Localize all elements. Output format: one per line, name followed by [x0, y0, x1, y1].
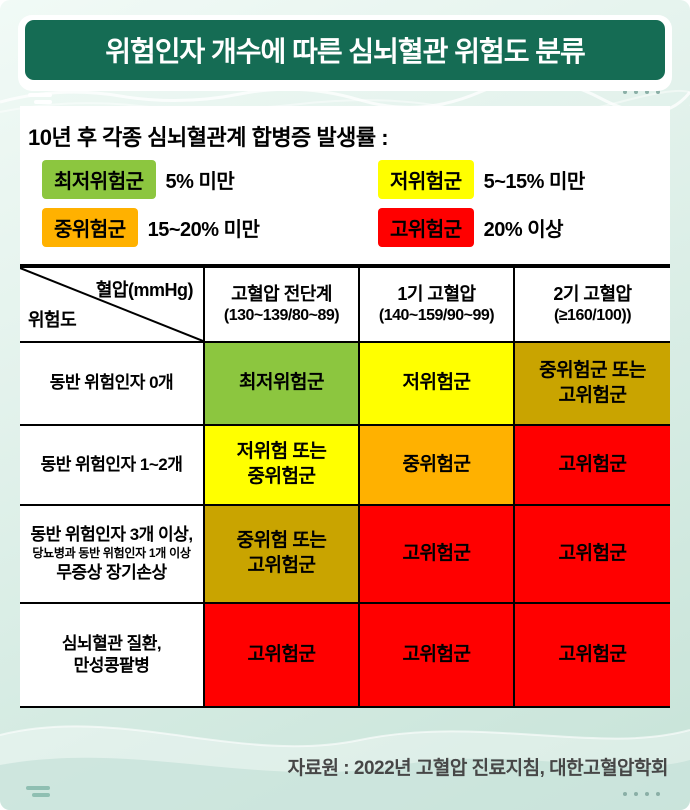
risk-cell: 고위험군: [515, 506, 670, 604]
footer-source: 자료원 : 2022년 고혈압 진료지침, 대한고혈압학회: [287, 758, 669, 779]
risk-cell: 저위험군: [360, 343, 515, 426]
column-header-range: (≥160/100)): [553, 306, 632, 324]
row-label-cardiovascular-disease: 심뇌혈관 질환, 만성콩팥병: [20, 604, 205, 708]
legend-item-high: 고위험군 20% 이상: [378, 208, 564, 247]
risk-badge-lowest: 최저위험군: [42, 160, 156, 199]
risk-cell: 고위험군: [515, 604, 670, 708]
tilde-decoration-bottom-left-2: [32, 793, 50, 797]
diagonal-divider-icon: [20, 268, 203, 341]
column-header-range: (140~159/90~99): [378, 306, 495, 324]
column-header-name: 1기 고혈압: [397, 284, 476, 305]
row-label-line: 동반 위험인자 0개: [49, 373, 174, 393]
column-header-stage1: 1기 고혈압 (140~159/90~99): [360, 268, 515, 343]
risk-cell: 중위험 또는 고위험군: [205, 506, 360, 604]
legend-heading: 10년 후 각종 심뇌혈관계 합병증 발생률 :: [28, 125, 389, 150]
row-label-line: 만성콩팥병: [73, 656, 150, 675]
column-header-stage2: 2기 고혈압 (≥160/100)): [515, 268, 670, 343]
risk-cell: 중위험군: [360, 426, 515, 506]
row-label-line: 동반 위험인자 1~2개: [40, 454, 183, 474]
risk-badge-low: 저위험군: [378, 160, 474, 199]
column-header-name: 2기 고혈압: [553, 284, 632, 305]
legend-desc-lowest: 5% 미만: [165, 171, 235, 193]
tilde-decoration-top-left-2: [34, 100, 52, 104]
wave-decoration-bottom: [0, 725, 690, 810]
dots-decoration-bottom-right: [623, 792, 660, 796]
content-panel: 10년 후 각종 심뇌혈관계 합병증 발생률 : 최저위험군 5% 미만 저위험…: [20, 106, 670, 708]
column-header-prehypertension: 고혈압 전단계 (130~139/80~89): [205, 268, 360, 343]
row-label-3-plus-risk-factors: 동반 위험인자 3개 이상, 당뇨병과 동반 위험인자 1개 이상 무증상 장기…: [20, 506, 205, 604]
corner-label-blood-pressure: 혈압(mmHg): [95, 280, 194, 300]
header-card: 위험인자 개수에 따른 심뇌혈관 위험도 분류: [18, 15, 672, 91]
column-header-range: (130~139/80~89): [223, 306, 340, 324]
risk-cell: 고위험군: [205, 604, 360, 708]
legend-item-lowest: 최저위험군 5% 미만: [42, 160, 235, 199]
legend-desc-low: 5~15% 미만: [483, 171, 586, 193]
table-corner-cell: 혈압(mmHg) 위험도: [20, 268, 205, 343]
risk-cell: 고위험군: [515, 426, 670, 506]
row-label-line: 심뇌혈관 질환,: [61, 633, 162, 653]
tilde-decoration-top-left: [28, 93, 52, 97]
corner-label-risk-level: 위험도: [28, 310, 77, 330]
risk-cell: 저위험 또는 중위험군: [205, 426, 360, 506]
risk-badge-mid: 중위험군: [42, 208, 138, 247]
page-title-banner: 위험인자 개수에 따른 심뇌혈관 위험도 분류: [25, 20, 665, 80]
legend-desc-mid: 15~20% 미만: [147, 219, 260, 241]
risk-cell: 고위험군: [360, 604, 515, 708]
legend-item-low: 저위험군 5~15% 미만: [378, 160, 585, 199]
legend-item-mid: 중위험군 15~20% 미만: [42, 208, 260, 247]
row-label-line: 무증상 장기손상: [56, 562, 167, 582]
row-label-1-2-risk-factors: 동반 위험인자 1~2개: [20, 426, 205, 506]
page-title: 위험인자 개수에 따른 심뇌혈관 위험도 분류: [105, 36, 586, 67]
risk-cell: 중위험군 또는 고위험군: [515, 343, 670, 426]
row-label-lines: 동반 위험인자 3개 이상, 당뇨병과 동반 위험인자 1개 이상 무증상 장기…: [30, 524, 193, 584]
tilde-decoration-bottom-left: [26, 786, 50, 790]
column-header-name: 고혈압 전단계: [231, 284, 332, 305]
row-label-lines: 심뇌혈관 질환, 만성콩팥병: [61, 633, 162, 677]
legend-desc-high: 20% 이상: [483, 219, 564, 241]
risk-table: 혈압(mmHg) 위험도 고혈압 전단계 (130~139/80~89) 1기 …: [20, 264, 670, 708]
row-label-0-risk-factors: 동반 위험인자 0개: [20, 343, 205, 426]
row-label-line: 당뇨병과 동반 위험인자 1개 이상: [32, 546, 191, 561]
risk-badge-high: 고위험군: [378, 208, 474, 247]
row-label-line: 동반 위험인자 3개 이상,: [30, 525, 193, 545]
risk-cell: 고위험군: [360, 506, 515, 604]
risk-cell: 최저위험군: [205, 343, 360, 426]
